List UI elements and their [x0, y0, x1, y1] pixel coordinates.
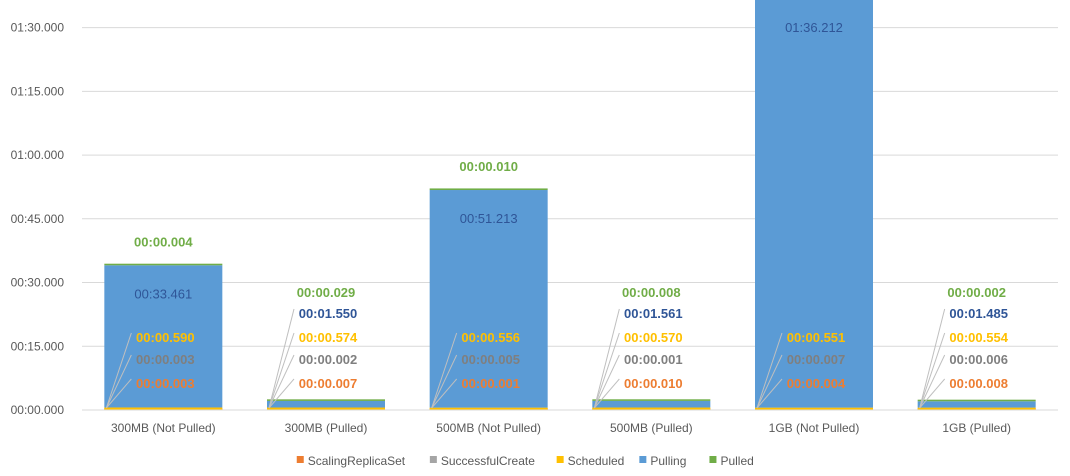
leader-line — [919, 332, 946, 409]
data-label-successfulcreate: 00:00.007 — [787, 352, 846, 367]
y-tick-label: 00:00.000 — [11, 403, 65, 417]
leader-line — [593, 378, 620, 409]
bar-scheduled — [267, 407, 385, 410]
bar-pulled — [917, 399, 1036, 402]
data-label-pulled: 00:00.010 — [459, 159, 518, 174]
legend-label-pulled: Pulled — [720, 454, 753, 468]
bars — [104, 0, 1036, 410]
data-label-pulling: 00:01.550 — [299, 306, 358, 321]
leader-line — [431, 378, 458, 409]
bar-pulled — [104, 263, 223, 266]
data-label-successfulcreate: 00:00.005 — [461, 352, 520, 367]
data-label-scalingreplicaset: 00:00.001 — [461, 376, 520, 391]
bar-pulled — [592, 399, 711, 401]
x-category-label: 1GB (Pulled) — [942, 421, 1011, 435]
bar-scheduled — [104, 407, 223, 410]
leader-line — [105, 332, 132, 409]
y-tick-label: 01:30.000 — [11, 21, 65, 35]
data-label-scheduled: 00:00.554 — [949, 330, 1008, 345]
x-category-label: 300MB (Not Pulled) — [111, 421, 216, 435]
data-labels: 00:00.003 00:00.003 00:00.590 00:33.461 00:0… — [134, 20, 1009, 391]
data-label-scheduled: 00:00.574 — [299, 330, 358, 345]
y-tick-label: 00:30.000 — [11, 276, 65, 290]
y-axis: 00:00.000 00:15.000 00:30.000 00:45.000 01:0… — [11, 21, 65, 417]
bar-pulling — [755, 0, 873, 408]
y-tick-label: 01:00.000 — [11, 148, 65, 162]
data-label-scalingreplicaset: 00:00.003 — [136, 376, 195, 391]
data-label-pulling: 01:36.212 — [785, 20, 843, 35]
leader-line — [268, 378, 295, 409]
leader-lines — [105, 308, 946, 409]
data-label-pulling: 00:33.461 — [134, 286, 192, 301]
leader-line — [919, 308, 946, 409]
bar-pulling — [592, 400, 711, 408]
x-category-label: 300MB (Pulled) — [285, 421, 368, 435]
data-label-successfulcreate: 00:00.001 — [624, 352, 683, 367]
gridlines — [82, 27, 1058, 411]
data-label-scheduled: 00:00.556 — [461, 330, 520, 345]
leader-line — [105, 354, 132, 409]
data-label-pulled: 00:00.029 — [297, 285, 356, 300]
x-category-label: 1GB (Not Pulled) — [769, 421, 860, 435]
bar-scheduled — [917, 407, 1036, 410]
bar-scheduled — [592, 407, 711, 410]
leader-line — [431, 332, 458, 409]
y-tick-label: 00:15.000 — [11, 339, 65, 353]
legend-swatch-scalingreplicaset — [296, 456, 304, 463]
bar-scheduled — [755, 407, 873, 410]
legend-label-successfulcreate: SuccessfulCreate — [441, 454, 535, 468]
data-label-scalingreplicaset: 00:00.008 — [949, 376, 1008, 391]
leader-line — [593, 308, 620, 409]
data-label-scheduled: 00:00.590 — [136, 330, 195, 345]
leader-line — [919, 378, 946, 409]
leader-line — [431, 354, 458, 409]
y-tick-label: 01:15.000 — [11, 84, 65, 98]
leader-line — [105, 378, 132, 409]
leader-line — [919, 354, 946, 409]
leader-line — [756, 354, 783, 409]
bar-scheduled — [429, 407, 548, 410]
x-axis: 300MB (Not Pulled) 300MB (Pulled) 500MB (N… — [82, 409, 1058, 435]
data-label-pulled: 00:00.002 — [947, 285, 1006, 300]
bar-pulling — [104, 265, 223, 408]
data-label-successfulcreate: 00:00.006 — [949, 352, 1008, 367]
data-label-pulled: 00:00.008 — [622, 285, 681, 300]
legend-swatch-scheduled — [556, 456, 564, 463]
leader-line — [593, 332, 620, 409]
legend: ScalingReplicaSet SuccessfulCreate Schedul… — [296, 454, 754, 468]
leader-line — [593, 354, 620, 409]
leader-line — [756, 378, 783, 409]
data-label-scalingreplicaset: 00:00.010 — [624, 376, 683, 391]
data-label-pulled: 00:00.004 — [134, 234, 193, 249]
leader-line — [268, 332, 295, 409]
data-label-scheduled: 00:00.570 — [624, 330, 683, 345]
data-label-scalingreplicaset: 00:00.004 — [787, 376, 846, 391]
leader-line — [268, 308, 295, 409]
x-category-label: 500MB (Pulled) — [610, 421, 693, 435]
x-category-label: 500MB (Not Pulled) — [436, 421, 541, 435]
bar-pulled — [267, 399, 385, 401]
data-label-scheduled: 00:00.551 — [787, 330, 846, 345]
data-label-pulling: 00:01.485 — [949, 306, 1008, 321]
y-tick-label: 00:45.000 — [11, 212, 65, 226]
bar-pulling — [267, 400, 385, 408]
data-label-successfulcreate: 00:00.002 — [299, 352, 358, 367]
data-label-pulling: 00:51.213 — [460, 211, 518, 226]
leader-line — [268, 354, 295, 409]
data-label-pulling: 00:01.561 — [624, 306, 683, 321]
legend-swatch-pulling — [639, 456, 647, 463]
legend-swatch-successfulcreate — [429, 456, 437, 463]
bar-pulled — [429, 188, 548, 191]
data-label-scalingreplicaset: 00:00.007 — [299, 376, 358, 391]
legend-label-scalingreplicaset: ScalingReplicaSet — [308, 454, 406, 468]
legend-label-scheduled: Scheduled — [568, 454, 625, 468]
legend-label-pulling: Pulling — [650, 454, 686, 468]
legend-swatch-pulled — [709, 456, 717, 463]
bar-pulling — [917, 401, 1036, 408]
data-label-successfulcreate: 00:00.003 — [136, 352, 195, 367]
leader-line — [756, 332, 783, 409]
